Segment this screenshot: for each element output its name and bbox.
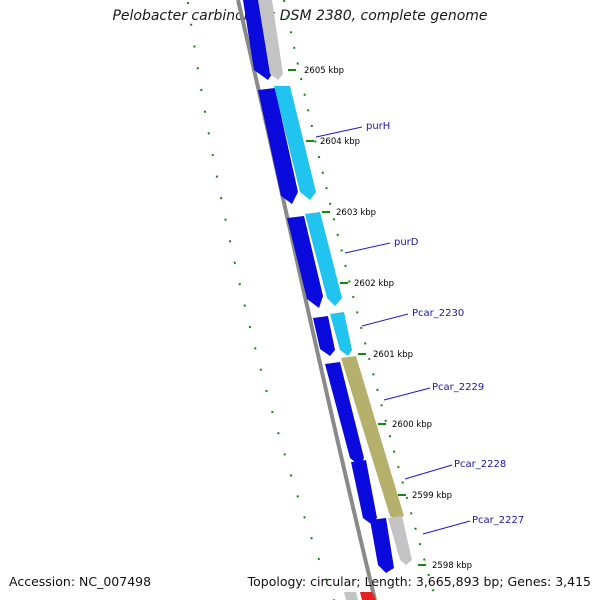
- cds-forward-pcar2229[interactable]: [341, 356, 404, 520]
- cds-reverse-5[interactable]: [325, 362, 364, 466]
- cds-forward-pcar2227[interactable]: [388, 516, 412, 565]
- gene-label-pcar2228[interactable]: Pcar_2228: [454, 459, 506, 470]
- cds-reverse-7[interactable]: [370, 518, 394, 573]
- kbp-label-2598: 2598 kbp: [432, 561, 472, 571]
- gene-label-pcar2227[interactable]: Pcar_2227: [472, 515, 524, 526]
- kbp-label-2604: 2604 kbp: [320, 137, 360, 147]
- cds-forward-purH[interactable]: [274, 86, 316, 200]
- cds-forward-purD[interactable]: [305, 212, 342, 306]
- forward-strand-cds: [258, 0, 412, 600]
- kbp-labels: 2605 kbp 2604 kbp 2603 kbp 2602 kbp 2601…: [304, 66, 472, 571]
- kbp-label-2603: 2603 kbp: [336, 208, 376, 218]
- gene-label-pcar2229[interactable]: Pcar_2229: [432, 382, 484, 393]
- kbp-label-2605: 2605 kbp: [304, 66, 344, 76]
- backbone-line: [236, 0, 377, 600]
- reverse-strand-cds: [243, 0, 394, 573]
- gene-leader-lines: [315, 126, 471, 535]
- cds-reverse-2[interactable]: [258, 88, 298, 204]
- cds-reverse-4[interactable]: [313, 316, 335, 356]
- rna-feature[interactable]: [360, 592, 376, 600]
- kbp-label-2600: 2600 kbp: [392, 420, 432, 430]
- gene-label-purD[interactable]: purD: [394, 237, 419, 248]
- kbp-label-2601: 2601 kbp: [373, 350, 413, 360]
- cds-forward-gray-bottom[interactable]: [344, 592, 358, 600]
- cds-forward-pcar2230[interactable]: [330, 312, 352, 356]
- gene-label-pcar2230[interactable]: Pcar_2230: [412, 308, 464, 319]
- cds-forward-gray-1[interactable]: [258, 0, 283, 80]
- accession-text: Accession: NC_007498: [9, 574, 152, 589]
- kbp-label-2599: 2599 kbp: [412, 491, 452, 501]
- gene-label-purH[interactable]: purH: [366, 121, 390, 132]
- genome-stats-text: Topology: circular; Length: 3,665,893 bp…: [247, 574, 591, 589]
- cds-reverse-3[interactable]: [287, 216, 323, 308]
- gene-labels: purH purD Pcar_2230 Pcar_2229 Pcar_2228 …: [366, 121, 524, 526]
- kbp-label-2602: 2602 kbp: [354, 279, 394, 289]
- cds-reverse-6[interactable]: [351, 460, 377, 524]
- map-title: Pelobacter carbinolicus DSM 2380, comple…: [112, 8, 488, 24]
- kbp-ticks: [288, 69, 426, 566]
